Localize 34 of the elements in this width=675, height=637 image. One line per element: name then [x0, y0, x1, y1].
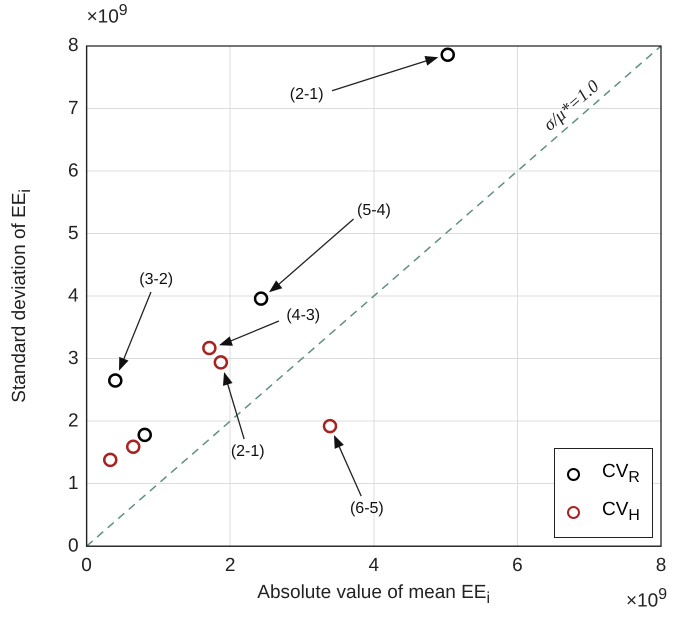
x-tick-label: 8: [656, 554, 666, 576]
x-tick-label: 4: [368, 554, 380, 576]
text: ×10$^{9}$: [626, 586, 668, 613]
y-tick-label: 3: [68, 348, 79, 369]
point: [103, 452, 118, 468]
y-tick-label: 6: [68, 160, 79, 182]
point: [126, 440, 140, 454]
annotation: (2-1): [230, 443, 265, 462]
annotation: (4-3): [286, 306, 320, 325]
annotation: (5-4): [357, 202, 391, 220]
x-tick-label: 2: [224, 554, 236, 576]
y-tick-label: 1: [68, 472, 79, 494]
y-tick-label: 5: [68, 222, 79, 244]
legend-label: CV$_{R}$: [602, 461, 640, 488]
annotation: (2-1): [290, 86, 324, 104]
y-tick-label: 4: [68, 285, 79, 306]
x-tick-label: 6: [512, 554, 523, 576]
x-tick-label: 0: [81, 554, 92, 576]
text: ×10$^{9}$: [86, 2, 128, 28]
point: [202, 340, 217, 356]
y-tick-label: 7: [68, 98, 79, 119]
point: [108, 373, 123, 388]
point: [254, 291, 268, 306]
annotation: (3-2): [139, 270, 174, 288]
y-tick-label: 8: [68, 35, 79, 56]
y-tick-label: 2: [68, 410, 79, 432]
x-axis-title: Absolute value of mean EE$_{i}$: [257, 582, 490, 608]
point: [214, 355, 228, 370]
point: [440, 48, 455, 62]
legend-label: CV$_{H}$: [602, 499, 640, 526]
point: [137, 428, 152, 442]
y-tick-label: 0: [68, 535, 79, 556]
point: [322, 418, 338, 434]
annotation: (6-5): [350, 500, 384, 518]
